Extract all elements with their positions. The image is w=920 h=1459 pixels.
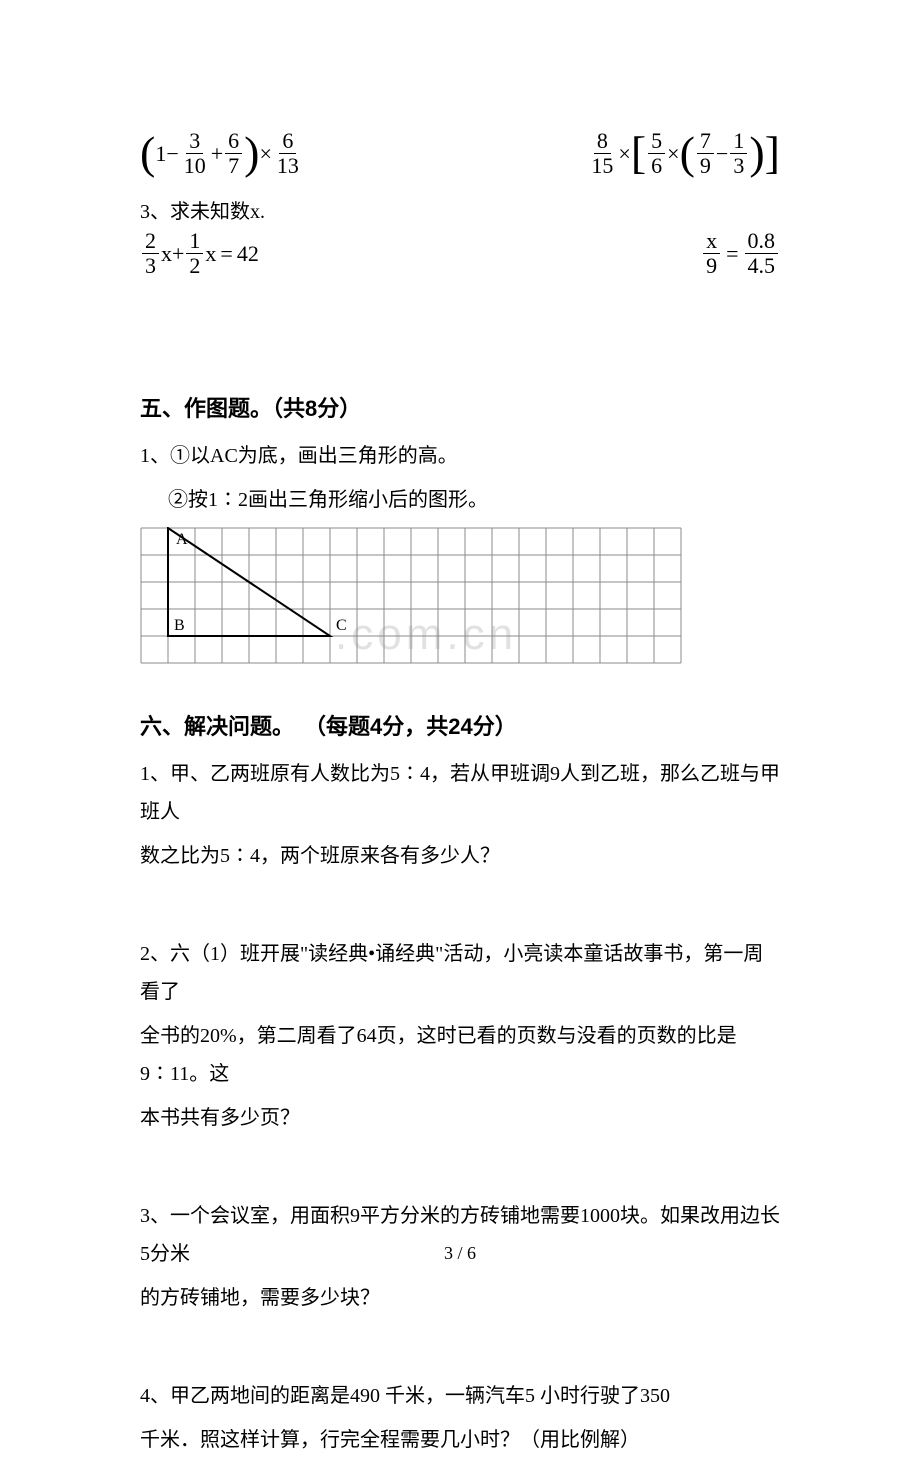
numerator: 1 [186,230,203,254]
equals: = [726,241,738,267]
numerator: 2 [142,230,159,254]
svg-text:A: A [176,531,188,548]
paren-open: ( [140,135,155,172]
numerator: 0.8 [745,230,779,254]
grid-triangle-figure: A B C [140,527,780,669]
fraction: 6 13 [274,130,302,177]
s6-q1-l1: 1、甲、乙两班原有人数比为5∶4，若从甲班调9人到乙班，那么乙班与甲班人 [140,755,780,831]
minus: − [716,141,728,167]
fraction: 1 3 [730,130,747,177]
term: 1 [155,141,166,167]
times: × [260,141,272,167]
s5-q1-line2: ②按1∶2画出三角形缩小后的图形。 [140,481,780,519]
times: × [618,141,630,167]
numerator: 7 [697,130,714,154]
denominator: 6 [648,154,665,177]
numerator: x [703,230,720,254]
denominator: 7 [225,154,242,177]
minus: − [166,141,178,167]
section-6-subtitle: （每题4分，共24分） [304,709,517,741]
fraction: 5 6 [648,130,665,177]
s6-q4-l1: 4、甲乙两地间的距离是490 千米，一辆汽车5 小时行驶了350 [140,1377,780,1415]
numerator: 6 [279,130,296,154]
section-5-header: 五、作图题。（共8分） [140,391,780,423]
s6-q1-l2: 数之比为5∶4，两个班原来各有多少人？ [140,837,780,875]
paren-close: ) [244,135,259,172]
equals: = [220,241,232,267]
denominator: 10 [181,154,209,177]
section-6-title: 六、解决问题。 [140,709,294,741]
denominator: 2 [186,254,203,277]
bracket-open: [ [631,135,646,172]
denominator: 9 [703,254,720,277]
fraction: 2 3 [142,230,159,277]
section-6-header: 六、解决问题。 （每题4分，共24分） [140,709,780,741]
value: 42 [237,241,259,267]
plus: + [211,141,223,167]
q3-label: 3、求未知数x. [140,195,780,224]
fraction: 0.8 4.5 [745,230,779,277]
grid-svg: A B C [140,527,682,664]
fraction: 7 9 [697,130,714,177]
denominator: 3 [730,154,747,177]
var-x: x [205,241,216,267]
s6-q3-l1: 3、一个会议室，用面积9平方分米的方砖铺地需要1000块。如果改用边长5分米 [140,1197,780,1273]
svg-text:B: B [174,617,185,634]
s6-q4-l2: 千米．照这样计算，行完全程需要几小时？（用比例解） [140,1421,780,1459]
fraction: 1 2 [186,230,203,277]
s6-q3-l2: 的方砖铺地，需要多少块？ [140,1279,780,1317]
s6-q2-l1: 2、六（1）班开展"读经典•诵经典"活动，小亮读本童话故事书，第一周看了 [140,935,780,1011]
equation-2-left: 2 3 x + 1 2 x = 42 [140,230,259,277]
denominator: 4.5 [745,254,779,277]
page-content: ( 1 − 3 10 + 6 7 ) × 6 13 8 15 × [140,130,780,1459]
var-x: x [161,241,172,267]
s6-q2-l3: 本书共有多少页？ [140,1099,780,1137]
equation-row-1: ( 1 − 3 10 + 6 7 ) × 6 13 8 15 × [140,130,780,177]
numerator: 5 [648,130,665,154]
s5-q1-line1: 1、①以AC为底，画出三角形的高。 [140,437,780,475]
paren-close: ) [749,135,764,172]
denominator: 9 [697,154,714,177]
equation-row-2: 2 3 x + 1 2 x = 42 x 9 = 0.8 4.5 [140,230,780,277]
numerator: 8 [594,130,611,154]
plus: + [172,241,184,267]
numerator: 6 [225,130,242,154]
equation-1-left: ( 1 − 3 10 + 6 7 ) × 6 13 [140,130,304,177]
equation-2-right: x 9 = 0.8 4.5 [701,230,780,277]
svg-text:C: C [336,617,347,634]
numerator: 3 [186,130,203,154]
equation-1-right: 8 15 × [ 5 6 × ( 7 9 − 1 3 ) ] [586,130,780,177]
denominator: 13 [274,154,302,177]
s6-q2-l2: 全书的20%，第二周看了64页，这时已看的页数与没看的页数的比是9∶11。这 [140,1017,780,1093]
denominator: 3 [142,254,159,277]
numerator: 1 [730,130,747,154]
fraction: 6 7 [225,130,242,177]
bracket-close: ] [765,135,780,172]
fraction: 3 10 [181,130,209,177]
fraction: 8 15 [588,130,616,177]
times: × [667,141,679,167]
denominator: 15 [588,154,616,177]
paren-open: ( [680,135,695,172]
fraction: x 9 [703,230,720,277]
